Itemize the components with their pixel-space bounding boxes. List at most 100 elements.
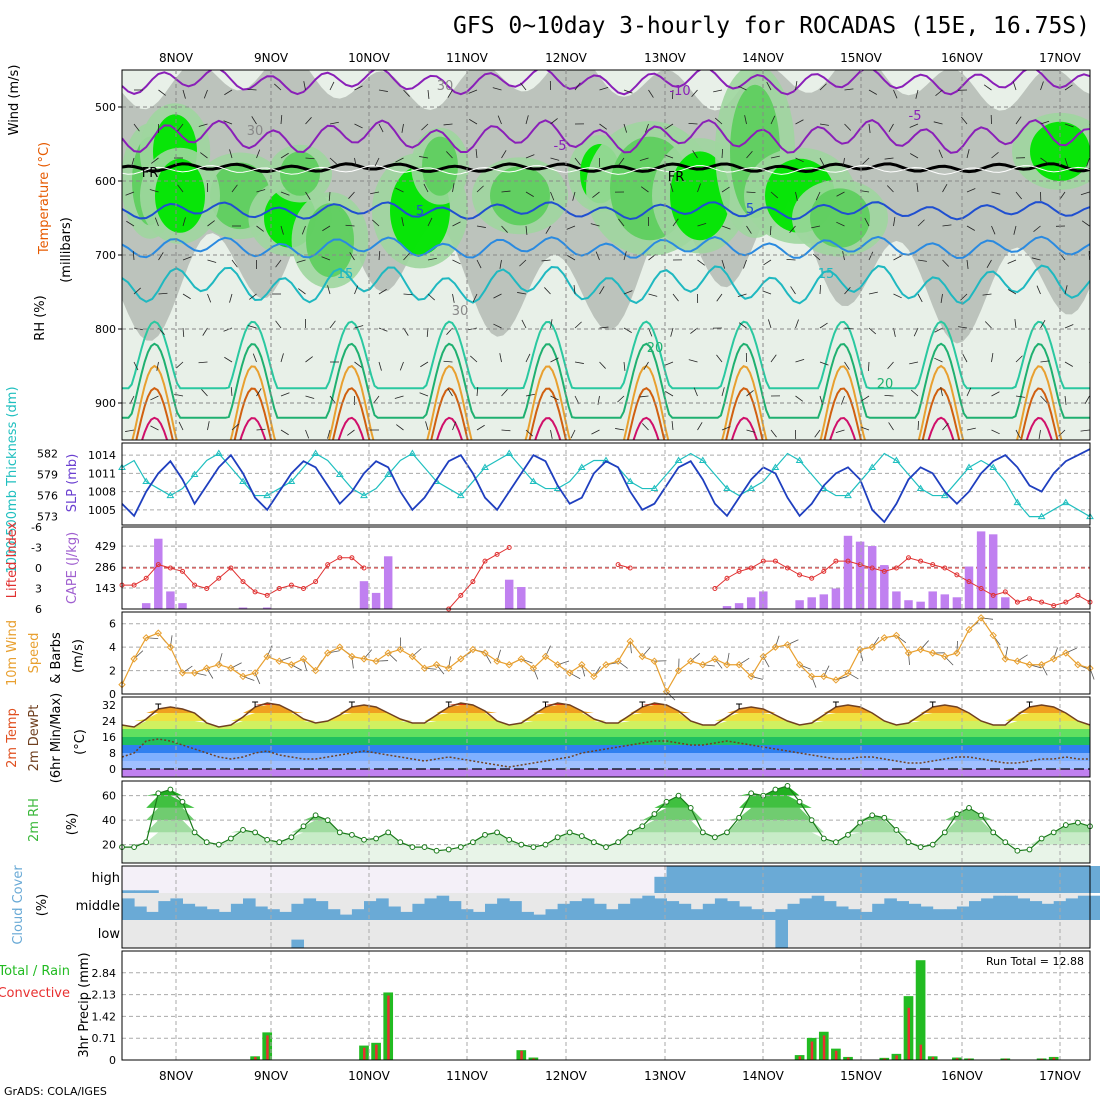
- contour-label: 30: [452, 304, 469, 319]
- li-point: [881, 568, 887, 574]
- rh2m-point: [312, 812, 319, 819]
- rh2m-point: [966, 805, 972, 811]
- wind-barb: [395, 157, 404, 163]
- ylabel-cloud: Cloud Cover: [11, 865, 26, 945]
- temp-tick-label: 16: [102, 731, 116, 744]
- wind-barb: [762, 290, 772, 295]
- wind-barb: [131, 157, 135, 167]
- ylabel-thickness: 1000-500mb Thickness (dm): [5, 386, 20, 573]
- cloud-middle-bar: [775, 909, 788, 920]
- cape-bar: [807, 597, 816, 609]
- slp-tick-label: 1014: [88, 449, 116, 462]
- cape-bar: [371, 592, 381, 609]
- wind-barb: [1040, 320, 1046, 329]
- cloud-middle-bar: [569, 901, 583, 920]
- contour-label: FR: [668, 170, 685, 185]
- cape-bar: [795, 600, 804, 609]
- li-point: [325, 562, 331, 568]
- wind-barb: [443, 360, 453, 363]
- rh2m-point: [530, 844, 537, 850]
- cape-bar: [1001, 597, 1010, 609]
- wind-tick-label: 6: [109, 618, 116, 631]
- ylabel-dewpt: 2m DewPt: [27, 705, 42, 772]
- li-tick-label: -6: [31, 521, 42, 534]
- wind-speed-point: [1025, 661, 1034, 669]
- temp-band: [122, 737, 1090, 745]
- cloud-middle-bar: [230, 903, 244, 920]
- cloud-middle-bar: [835, 906, 849, 920]
- pressure-tick-label: 900: [95, 397, 116, 410]
- wind-speed-point: [820, 672, 828, 681]
- wind-barb: [372, 219, 380, 227]
- wind-barb: [419, 392, 429, 397]
- wind-barb: [170, 635, 173, 648]
- wind-barb: [521, 319, 527, 329]
- li-point: [143, 575, 149, 581]
- wind-barb: [525, 154, 535, 159]
- wind-barb: [303, 81, 306, 91]
- wind-barb: [716, 354, 723, 363]
- wind-barb: [427, 217, 433, 227]
- rh2m-point: [373, 835, 380, 842]
- wind-barb: [452, 183, 455, 193]
- wind-barb: [476, 259, 482, 269]
- wind-barb: [1089, 327, 1090, 329]
- wind-barb: [541, 259, 551, 262]
- precip-convective-bar: [387, 995, 390, 1060]
- wind-barb: [814, 429, 821, 438]
- wind-barb: [403, 253, 410, 261]
- rh2m-point: [675, 792, 682, 799]
- rh2m-point: [179, 798, 186, 805]
- wind-barb: [884, 157, 894, 160]
- wind-barb: [960, 293, 968, 301]
- wind-barb: [427, 89, 430, 99]
- cloud-high-bar: [690, 866, 704, 893]
- bl-contour-0: [122, 320, 1090, 390]
- precip-convective-bar: [520, 1050, 523, 1060]
- wind-barb: [1015, 429, 1021, 439]
- cloud-middle-bar: [509, 901, 522, 920]
- rh-blob: [155, 158, 205, 233]
- wind-barb: [721, 148, 724, 159]
- wind-barb: [639, 157, 649, 162]
- wind-barb: [305, 429, 310, 439]
- cloud-middle-bar: [642, 895, 655, 920]
- wind-barb: [737, 293, 747, 298]
- wind-barb: [395, 187, 404, 193]
- cloud-middle-bar: [872, 903, 885, 920]
- wind-barb: [329, 157, 337, 165]
- li-tick-label: -3: [31, 542, 42, 555]
- cloud-high-bar: [799, 866, 813, 893]
- wind-barb: [623, 361, 626, 371]
- wind-barb: [550, 319, 553, 329]
- cloud-middle-bar: [763, 911, 776, 920]
- wind-barb: [595, 251, 600, 261]
- wind-barb: [1015, 116, 1022, 125]
- rh2m-tick-label: 40: [102, 814, 116, 827]
- wind-barb: [452, 421, 457, 431]
- wind-barb: [984, 321, 992, 329]
- wind-barb: [378, 288, 387, 295]
- wind-barb: [664, 154, 674, 159]
- wind-speed-line: [121, 616, 1091, 694]
- wind-barb: [401, 217, 404, 227]
- precip-convective-bar: [931, 1056, 935, 1060]
- cloud-level-label: middle: [76, 899, 120, 914]
- wind-barb: [868, 251, 874, 261]
- wind-barb: [991, 225, 996, 235]
- date-tick-label-top: 9NOV: [254, 51, 289, 65]
- cloud-low-bar: [775, 920, 788, 948]
- cloud-high-bar: [860, 866, 873, 893]
- wind-barb: [887, 361, 894, 370]
- rh2m-point: [240, 827, 246, 833]
- li-point: [869, 565, 875, 571]
- wind-barb: [746, 429, 756, 433]
- wind-speed-point: [989, 631, 997, 640]
- wind-barb: [819, 157, 825, 167]
- precip-tick-label: 0: [109, 1054, 116, 1067]
- li-point: [252, 589, 258, 595]
- wind-barb: [697, 422, 703, 431]
- wind-barb: [893, 293, 902, 299]
- wind-barb: [249, 293, 257, 300]
- wind-barb: [574, 82, 581, 91]
